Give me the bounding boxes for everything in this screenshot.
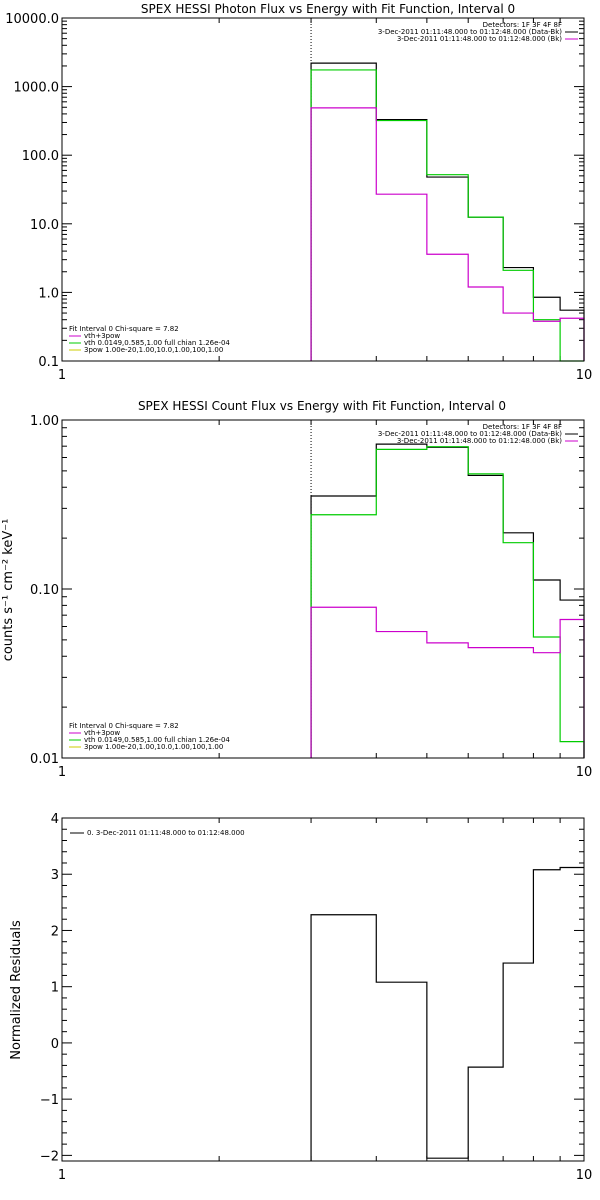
header-line: 3-Dec-2011 01:11:48.000 to 01:12:48.000 …: [378, 430, 562, 438]
y-tick-label: 1000.0: [14, 81, 60, 96]
panel-count-flux: SPEX HESSI Count Flux vs Energy with Fit…: [1, 399, 592, 780]
fit-info-line: Fit Interval 0 Chi-square = 7.82: [69, 325, 179, 333]
panel-1-frame: [61, 17, 585, 362]
series-line-2: [310, 606, 585, 758]
series-line-0: [310, 866, 584, 1161]
panel-1-title: SPEX HESSI Photon Flux vs Energy with Fi…: [141, 2, 515, 16]
fit-info-line: vth 0.0149,0.585,1.00 full chian 1.26e-0…: [84, 736, 230, 744]
y-tick-label: 0: [51, 1037, 59, 1052]
panel-2-frame: [61, 419, 585, 759]
y-tick-label: 2: [51, 924, 59, 939]
y-tick-label: 1.0: [38, 286, 59, 301]
y-tick-label: 1.00: [30, 414, 59, 429]
x-tick-label: 1: [58, 765, 66, 780]
y-tick-label: 4: [51, 812, 59, 827]
fit-info-line: 3pow 1.00e-20,1.00,10.0,1.00,100,1.00: [84, 743, 223, 751]
fit-info-line: Fit Interval 0 Chi-square = 7.82: [69, 722, 179, 730]
fit-info-line: vth+3pow: [84, 332, 120, 340]
y-tick-label: 0.10: [30, 583, 59, 598]
panel-3-frame: [61, 817, 585, 1162]
y-tick-label: 1: [51, 981, 59, 996]
header-line: 3-Dec-2011 01:11:48.000 to 01:12:48.000 …: [378, 28, 562, 36]
fit-info-line: vth+3pow: [84, 729, 120, 737]
x-tick-label: 1: [58, 1168, 66, 1183]
y-tick-label: −2: [40, 1149, 59, 1164]
y-tick-label: 10.0: [30, 218, 59, 233]
x-tick-label: 1: [58, 368, 66, 383]
fit-info-line: 3pow 1.00e-20,1.00,10.0,1.00,100,1.00: [84, 346, 223, 354]
panel-2-ylabel: counts s⁻¹ cm⁻² keV⁻¹: [1, 519, 16, 662]
panel-3-ylabel: Normalized Residuals: [9, 920, 24, 1060]
header-line: 3-Dec-2011 01:11:48.000 to 01:12:48.000 …: [397, 35, 562, 43]
panel-2-title: SPEX HESSI Count Flux vs Energy with Fit…: [138, 399, 506, 413]
header-line: 3-Dec-2011 01:11:48.000 to 01:12:48.000 …: [397, 437, 562, 445]
header-line: Detectors: 1F 3F 4F 8F: [483, 423, 562, 431]
series-line-2: [310, 107, 585, 361]
series-line-1: [310, 69, 584, 362]
y-tick-label: 0.1: [38, 355, 59, 370]
x-tick-label: 10: [576, 765, 593, 780]
y-tick-label: 10000.0: [5, 12, 59, 27]
series-line-1: [310, 446, 585, 758]
panel-photon-flux: SPEX HESSI Photon Flux vs Energy with Fi…: [5, 2, 592, 383]
fit-info-line: vth 0.0149,0.585,1.00 full chian 1.26e-0…: [84, 339, 230, 347]
header-line: Detectors: 1F 3F 4F 8F: [483, 21, 562, 29]
series-line-0: [310, 443, 585, 758]
y-tick-label: −1: [40, 1093, 59, 1108]
x-tick-label: 10: [576, 1168, 593, 1183]
y-tick-label: 0.01: [30, 752, 59, 767]
legend-label: 0. 3-Dec-2011 01:11:48.000 to 01:12:48.0…: [87, 829, 245, 837]
y-tick-label: 3: [51, 868, 59, 883]
y-tick-label: 100.0: [22, 149, 59, 164]
x-tick-label: 10: [576, 368, 593, 383]
